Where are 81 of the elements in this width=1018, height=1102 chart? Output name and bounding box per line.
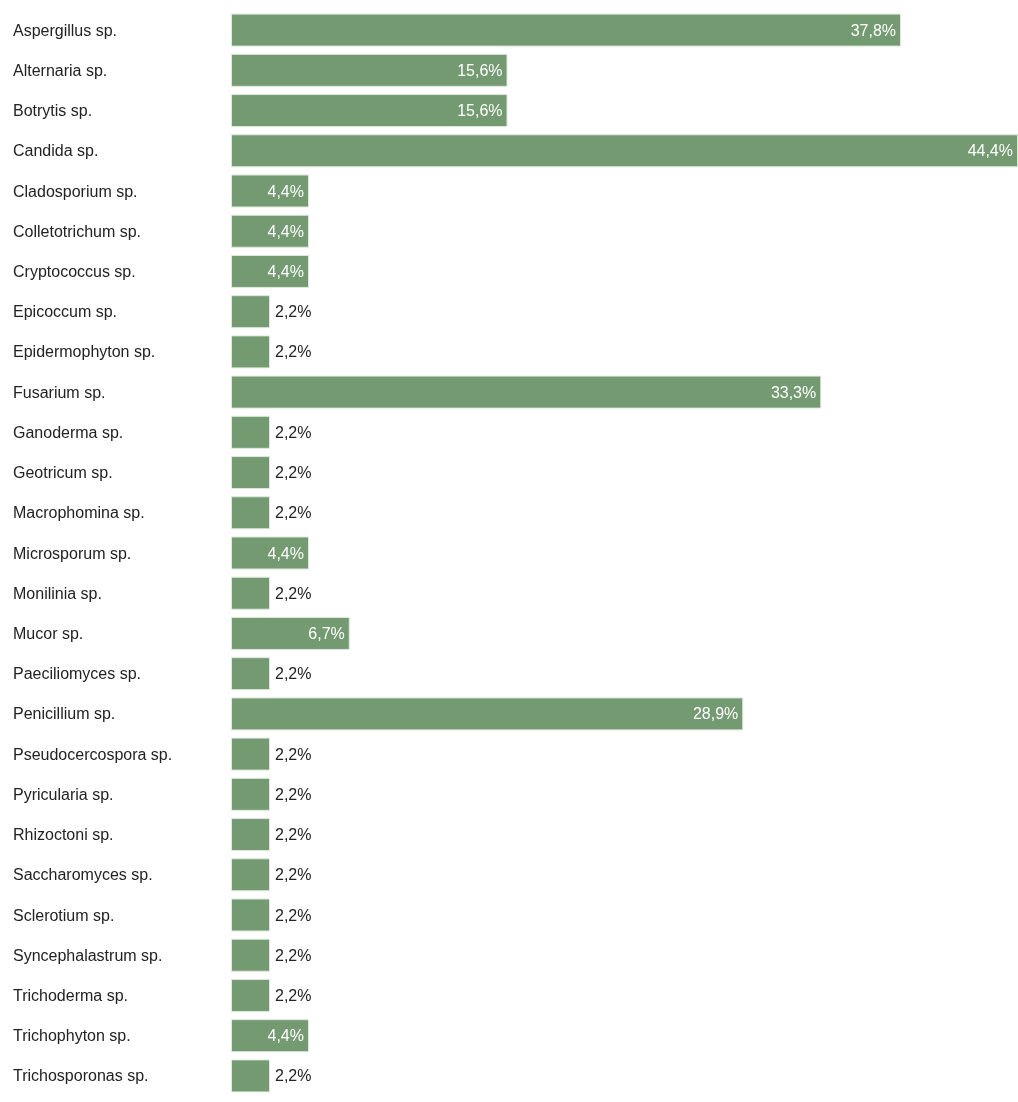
bar [231,456,270,490]
y-tick-label: Ganoderma sp. [13,423,124,441]
y-tick-label: Trichophyton sp. [13,1027,131,1045]
bar [231,335,270,369]
y-tick-label: Fusarium sp. [13,383,106,401]
data-label: 2,2% [275,946,312,964]
bar [231,978,270,1012]
y-tick-label: Cryptococcus sp. [13,262,136,280]
bar [231,737,270,771]
bar [231,697,744,731]
y-tick-label: Trichosporonas sp. [13,1067,149,1085]
data-label: 2,2% [275,785,312,803]
data-label: 15,6% [457,102,503,120]
bar [231,898,270,932]
data-label: 2,2% [275,906,312,924]
bar [231,818,270,852]
data-label: 4,4% [267,182,304,200]
y-tick-label: Candida sp. [13,142,99,160]
bar [231,295,270,329]
y-tick-label: Trichoderma sp. [13,986,128,1004]
bar [231,214,309,248]
bar [231,94,508,128]
y-tick-label: Colletotrichum sp. [13,222,142,240]
y-tick-label: Botrytis sp. [13,102,93,120]
bar [231,1059,270,1093]
bar [231,134,1018,168]
data-label: 4,4% [267,544,304,562]
data-label: 37,8% [850,21,897,39]
bar [231,1019,309,1053]
y-tick-label: Pyricularia sp. [13,785,114,803]
bar [231,616,350,650]
data-label: 28,9% [692,705,739,723]
bar [231,53,508,87]
data-label: 2,2% [275,423,312,441]
y-tick-label: Paeciliomyces sp. [13,665,142,683]
data-label: 4,4% [267,262,304,280]
bar [231,254,309,288]
bar [231,496,270,530]
y-tick-label: Macrophomina sp. [13,504,145,522]
y-tick-label: Rhizoctoni sp. [13,826,114,844]
y-tick-label: Penicillium sp. [13,705,116,723]
y-tick-label: Monilinia sp. [13,584,102,602]
bar [231,415,270,449]
data-label: 2,2% [275,584,312,602]
y-tick-label: Alternaria sp. [13,61,108,79]
data-label: 2,2% [275,1067,312,1085]
y-tick-label: Epidermophyton sp. [13,343,156,361]
bar [231,13,902,47]
y-tick-label: Mucor sp. [13,624,84,642]
y-tick-label: Epicoccum sp. [13,303,118,321]
data-label: 2,2% [275,504,312,522]
y-tick-label: Pseudocercospora sp. [13,745,173,763]
data-label: 2,2% [275,665,312,683]
y-tick-label: Aspergillus sp. [13,21,118,39]
bar [231,174,309,208]
bar [231,657,270,691]
data-label: 15,6% [457,61,503,79]
bar [231,576,270,610]
data-label: 2,2% [275,303,312,321]
bar [231,858,270,892]
y-tick-label: Geotricum sp. [13,464,113,482]
data-label: 2,2% [275,464,312,482]
data-label: 4,4% [267,1027,304,1045]
data-label: 33,3% [770,383,817,401]
data-label: 2,2% [275,343,312,361]
y-tick-label: Sclerotium sp. [13,906,115,924]
data-label: 44,4% [967,142,1013,160]
bar [231,375,822,409]
y-tick-label: Cladosporium sp. [13,182,138,200]
y-tick-label: Syncephalastrum sp. [13,946,163,964]
data-label: 4,4% [267,222,304,240]
data-label: 6,7% [308,624,345,642]
y-tick-label: Microsporum sp. [13,544,132,562]
bar [231,536,309,570]
bar [231,938,270,972]
y-tick-label: Saccharomyces sp. [13,866,153,884]
data-label: 2,2% [275,986,312,1004]
data-label: 2,2% [275,826,312,844]
data-label: 2,2% [275,866,312,884]
data-label: 2,2% [275,745,312,763]
bar [231,777,270,811]
